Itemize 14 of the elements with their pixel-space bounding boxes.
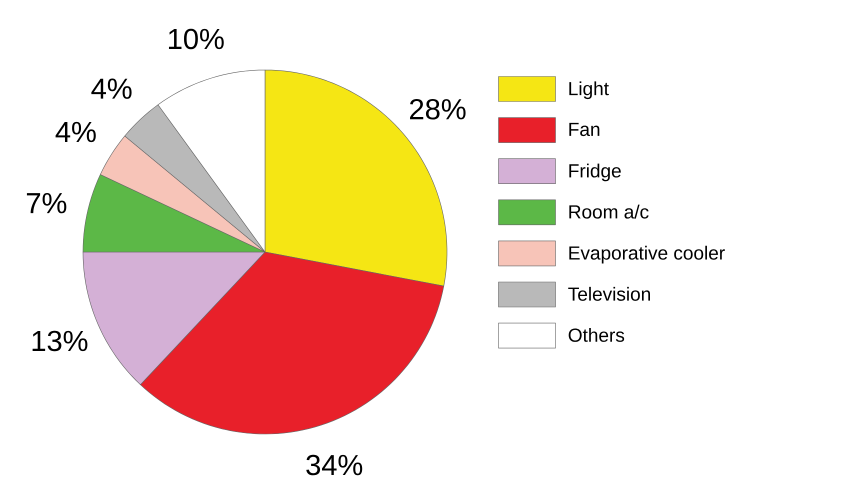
data-label: 10% [168,28,224,50]
data-label: 34% [306,454,362,476]
data-label: 7% [26,192,66,214]
data-label: 4% [56,122,96,142]
legend-label: Fridge [569,164,621,182]
legend-label: Others [568,328,624,342]
legend-label: Evaporative cooler [569,246,725,264]
data-label: 28% [410,98,466,120]
data-label: 4% [91,78,132,99]
legend-label: Television [568,286,650,301]
legend-label: Fan [569,122,600,136]
data-label: 13% [32,330,88,352]
legend-label: Light [569,81,609,100]
legend-label: Room a/c [569,204,649,219]
